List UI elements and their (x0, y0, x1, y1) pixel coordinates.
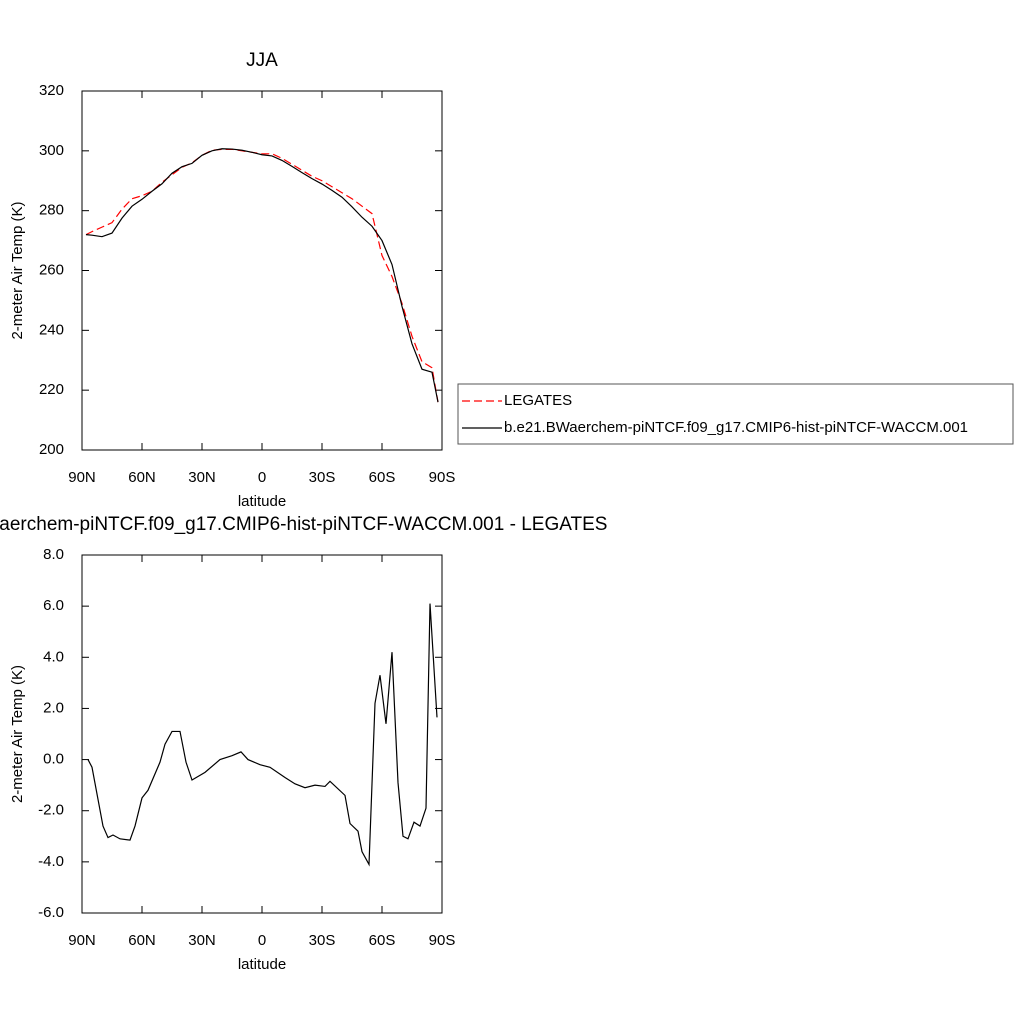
y-tick-label: 240 (39, 321, 64, 338)
y-tick-label: 6.0 (43, 597, 64, 614)
y-tick-label: 260 (39, 261, 64, 278)
legend-label: b.e21.BWaerchem-piNTCF.f09_g17.CMIP6-his… (504, 419, 968, 436)
y-tick-label: 200 (39, 441, 64, 458)
y-tick-label: 0.0 (43, 751, 64, 768)
y-tick-label: -6.0 (38, 904, 64, 921)
legend-label: LEGATES (504, 392, 572, 409)
x-tick-label: 90N (68, 932, 96, 949)
x-tick-label: 30N (188, 469, 216, 486)
y-tick-label: -4.0 (38, 853, 64, 870)
x-axis-label: latitude (238, 956, 286, 973)
data-line (85, 148, 439, 403)
x-tick-label: 30S (309, 932, 336, 949)
x-tick-label: 90N (68, 469, 96, 486)
x-tick-label: 0 (258, 932, 266, 949)
x-tick-label: 60S (369, 932, 396, 949)
plot-frame (81, 90, 443, 451)
x-axis-label: latitude (238, 493, 286, 510)
y-tick-label: -2.0 (38, 802, 64, 819)
data-line (85, 148, 439, 403)
plot-frame (81, 554, 443, 914)
x-tick-label: 60S (369, 469, 396, 486)
legend-box (457, 383, 1014, 445)
y-tick-label: 220 (39, 381, 64, 398)
x-tick-label: 30N (188, 932, 216, 949)
x-tick-label: 90S (429, 932, 456, 949)
y-axis-label: 2-meter Air Temp (K) (9, 201, 26, 339)
chart-title: JJA (246, 50, 278, 71)
y-tick-label: 2.0 (43, 699, 64, 716)
y-tick-label: 300 (39, 142, 64, 159)
x-tick-label: 30S (309, 469, 336, 486)
y-tick-label: 8.0 (43, 546, 64, 563)
data-line (87, 603, 438, 867)
x-tick-label: 90S (429, 469, 456, 486)
y-tick-label: 4.0 (43, 648, 64, 665)
chart-title: b.e21.BWaerchem-piNTCF.f09_g17.CMIP6-his… (0, 514, 607, 535)
x-tick-label: 0 (258, 469, 266, 486)
y-tick-label: 320 (39, 82, 64, 99)
y-tick-label: 280 (39, 202, 64, 219)
y-axis-label: 2-meter Air Temp (K) (9, 665, 26, 803)
x-tick-label: 60N (128, 932, 156, 949)
x-tick-label: 60N (128, 469, 156, 486)
